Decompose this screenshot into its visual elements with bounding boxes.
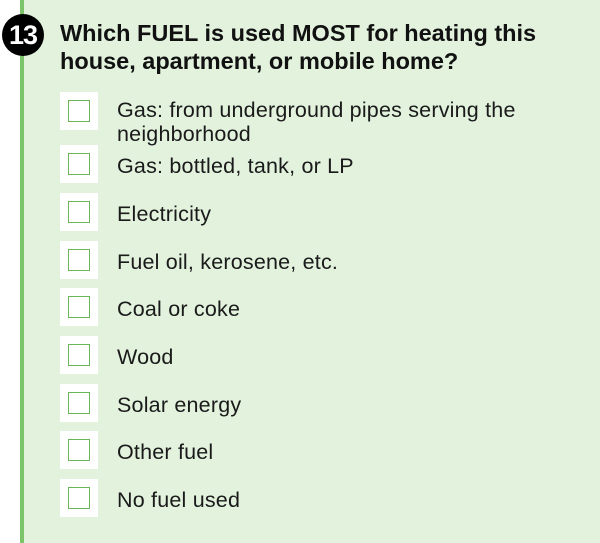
question-number-badge: 13 bbox=[2, 14, 44, 56]
option-label: Gas: from underground pipes serving the … bbox=[117, 98, 516, 146]
option-label: Wood bbox=[117, 345, 174, 369]
option-gas-bottled[interactable]: Gas: bottled, tank, or LP bbox=[60, 145, 595, 185]
option-electricity[interactable]: Electricity bbox=[60, 193, 595, 233]
checkbox[interactable] bbox=[60, 336, 98, 374]
checkbox[interactable] bbox=[60, 193, 98, 231]
checkbox[interactable] bbox=[60, 431, 98, 469]
option-no-fuel[interactable]: No fuel used bbox=[60, 479, 595, 519]
option-solar[interactable]: Solar energy bbox=[60, 384, 595, 424]
option-fuel-oil[interactable]: Fuel oil, kerosene, etc. bbox=[60, 241, 595, 281]
option-gas-underground[interactable]: Gas: from underground pipes serving the … bbox=[60, 92, 595, 146]
option-label: Gas: bottled, tank, or LP bbox=[117, 154, 354, 178]
checkbox[interactable] bbox=[60, 241, 98, 279]
option-label: Coal or coke bbox=[117, 297, 241, 321]
checkbox[interactable] bbox=[60, 384, 98, 422]
question-text: Which FUEL is used MOST for heating this… bbox=[60, 20, 537, 74]
option-other-fuel[interactable]: Other fuel bbox=[60, 431, 595, 471]
option-label: Electricity bbox=[117, 202, 212, 226]
option-label: Solar energy bbox=[117, 393, 242, 417]
checkbox[interactable] bbox=[60, 288, 98, 326]
question-panel bbox=[20, 0, 600, 543]
option-label: Other fuel bbox=[117, 440, 214, 464]
option-label: Fuel oil, kerosene, etc. bbox=[117, 250, 339, 274]
checkbox[interactable] bbox=[60, 92, 98, 130]
option-wood[interactable]: Wood bbox=[60, 336, 595, 376]
option-label: No fuel used bbox=[117, 488, 241, 512]
checkbox[interactable] bbox=[60, 479, 98, 517]
option-coal[interactable]: Coal or coke bbox=[60, 288, 595, 328]
checkbox[interactable] bbox=[60, 145, 98, 183]
